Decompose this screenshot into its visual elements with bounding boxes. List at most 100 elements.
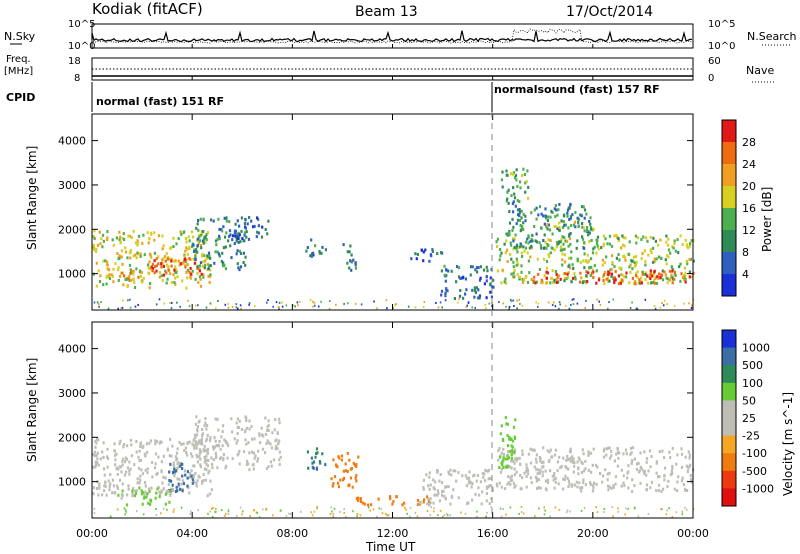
cell-power-3: [236, 249, 239, 253]
cell-power-9: [620, 246, 623, 250]
cell-power-6: [342, 243, 345, 247]
cell-power-0: [161, 234, 164, 238]
cell-power-0: [178, 263, 181, 267]
cell-power-11: [583, 208, 587, 212]
cell-vel-ground: [460, 511, 462, 514]
cell-power-10: [591, 271, 594, 275]
cell-vel-1: [196, 428, 199, 432]
cell-power-7: [431, 250, 434, 253]
cell-vel-1: [248, 427, 251, 431]
cell-power-9: [545, 266, 549, 270]
cell-vel-8: [538, 456, 541, 459]
cell-power-9: [653, 279, 656, 283]
cell-power-12: [577, 224, 580, 228]
cell-vel-2: [186, 476, 189, 480]
cell-vel-ground: [359, 514, 362, 517]
cell-power-8: [475, 286, 478, 290]
cell-vel-0: [154, 452, 158, 456]
cell-vel-8: [537, 478, 541, 482]
cell-power-10: [534, 281, 537, 285]
cell-power-11: [550, 209, 553, 213]
cell-power-0: [128, 251, 131, 255]
cell-power-0: [209, 268, 212, 272]
cell-power-3: [196, 222, 199, 226]
cell-vel-6: [356, 498, 359, 502]
cell-vel-8: [544, 469, 547, 473]
cell-power-10: [545, 276, 548, 280]
cell-power-11: [516, 243, 519, 247]
cell-power-ground: [598, 300, 600, 303]
cell-vel-ground: [617, 510, 620, 513]
cell-vel-1: [219, 457, 222, 461]
cell-power-10: [537, 272, 540, 276]
cell-power-8: [459, 276, 462, 280]
cell-power-9: [564, 239, 567, 243]
cell-power-1: [153, 259, 156, 263]
cell-vel-0: [92, 492, 95, 496]
cell-power-ground: [272, 305, 274, 308]
cell-vel-8: [587, 468, 590, 472]
cell-vel-8: [666, 485, 669, 489]
cell-power-11: [537, 213, 540, 217]
cell-power-ground: [498, 301, 500, 304]
cell-power-ground: [518, 298, 520, 301]
cell-power-9: [623, 244, 626, 248]
cell-power-11: [505, 232, 508, 236]
cell-vel-9: [500, 461, 503, 465]
beam-title: Beam 13: [355, 4, 418, 20]
cell-power-ground: [508, 307, 510, 310]
cell-power-11: [561, 225, 565, 229]
cell-vel-8: [578, 481, 581, 485]
cell-power-13: [525, 180, 528, 184]
cell-vel-0: [205, 454, 208, 458]
cell-power-8: [485, 279, 488, 283]
cell-vel-8: [657, 489, 660, 492]
cell-power-3: [243, 239, 246, 243]
cell-vel-8: [569, 450, 572, 454]
cell-vel-1: [195, 415, 198, 419]
cell-vel-ground: [596, 511, 599, 514]
cell-power-0: [117, 268, 120, 272]
cell-power-8: [444, 294, 447, 298]
cell-power-ground: [653, 305, 656, 307]
cell-power-0: [170, 246, 173, 250]
cell-vel-1: [246, 459, 249, 463]
cell-power-3: [224, 245, 227, 249]
cell-power-9: [608, 279, 611, 283]
cell-power-9: [689, 242, 692, 246]
cell-power-0: [119, 235, 122, 239]
cell-power-ground: [158, 298, 161, 301]
cell-power-11: [535, 206, 538, 210]
cell-power-8: [458, 266, 461, 270]
cell-vel-1: [213, 436, 216, 440]
cell-power-2: [131, 269, 134, 273]
cell-power-0: [168, 257, 171, 261]
cell-vel-7: [419, 500, 422, 504]
cell-power-9: [586, 260, 589, 264]
cell-vel-0: [177, 461, 180, 465]
cell-vel-1: [265, 442, 268, 445]
cell-vel-0: [93, 450, 97, 454]
cell-power-ground: [155, 303, 158, 306]
cell-power-9: [668, 278, 671, 281]
cell-vel-1: [215, 454, 218, 458]
cell-power-9: [561, 235, 564, 239]
cell-power-9: [647, 281, 650, 285]
cell-vel-0: [92, 486, 96, 490]
cell-vel-0: [114, 491, 117, 495]
cell-vel-8: [645, 460, 648, 464]
cell-power-3: [237, 234, 240, 238]
cell-power-ground: [360, 303, 363, 306]
cell-power-8: [479, 276, 482, 280]
cell-vel-8: [604, 468, 607, 472]
cell-power-11: [519, 229, 522, 233]
cell-power-8: [445, 288, 448, 292]
cell-vel-ground: [634, 507, 636, 510]
cell-vel-3: [155, 491, 158, 495]
cell-vel-ground: [409, 515, 411, 518]
cell-power-7: [430, 254, 433, 258]
cell-power-9: [513, 237, 516, 241]
cell-power-3: [196, 237, 199, 241]
